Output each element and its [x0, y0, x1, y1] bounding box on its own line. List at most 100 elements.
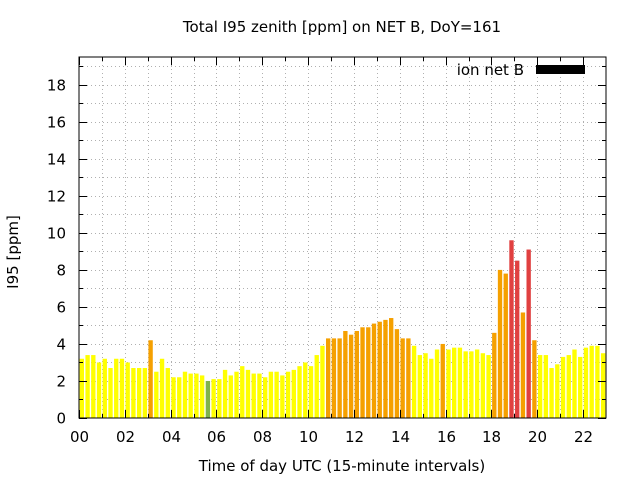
bar: [503, 273, 508, 418]
bar: [474, 349, 480, 418]
y-tick-label: 8: [56, 262, 66, 280]
bar: [119, 358, 125, 418]
bar: [228, 375, 233, 418]
bar: [131, 368, 136, 418]
bar: [257, 373, 262, 418]
bar: [578, 356, 583, 418]
legend: ion net B: [457, 61, 585, 79]
chart-title: Total I95 zenith [ppm] on NET B, DoY=161: [182, 18, 501, 36]
bar: [159, 358, 165, 418]
bar: [549, 368, 554, 418]
bar: [383, 319, 388, 418]
bar: [245, 369, 251, 418]
bar: [337, 338, 342, 418]
bar: [171, 377, 176, 418]
bar: [595, 345, 600, 418]
bar: [389, 318, 394, 418]
bar: [280, 375, 285, 418]
bars-group: [79, 240, 606, 418]
bar: [377, 321, 382, 418]
bar: [291, 369, 296, 418]
bar: [532, 340, 537, 418]
bar: [199, 375, 205, 418]
bar: [85, 355, 90, 418]
x-tick-label: 02: [116, 428, 135, 446]
legend-label: ion net B: [457, 61, 524, 79]
bar: [165, 368, 170, 418]
bar: [154, 371, 159, 418]
bar: [515, 260, 520, 418]
bar: [492, 332, 497, 418]
bar: [520, 312, 526, 418]
bar: [194, 373, 199, 418]
bar: [79, 358, 85, 418]
bar: [572, 349, 577, 418]
bar: [326, 338, 331, 418]
plot-frame: [78, 56, 607, 419]
y-tick-label: 18: [47, 77, 66, 95]
x-tick-label: 14: [391, 428, 410, 446]
bar: [400, 338, 405, 418]
bar: [343, 330, 348, 418]
bar: [537, 355, 543, 418]
bar: [314, 355, 319, 418]
bar: [177, 377, 182, 418]
bar: [297, 366, 302, 418]
bar: [274, 371, 279, 418]
bar: [469, 351, 474, 418]
bar: [182, 371, 188, 418]
bar: [589, 345, 594, 418]
x-tick-label: 06: [207, 428, 226, 446]
bar: [211, 379, 216, 418]
y-axis-label: I95 [ppm]: [4, 215, 22, 289]
bar: [406, 338, 411, 418]
y-tick-label: 2: [56, 373, 66, 391]
bar: [125, 362, 130, 418]
bar: [543, 355, 549, 418]
y-tick-label: 4: [56, 336, 66, 354]
bar: [308, 366, 314, 418]
x-axis-label: Time of day UTC (15-minute intervals): [198, 457, 485, 475]
bar: [222, 369, 228, 418]
bar: [463, 351, 468, 418]
bar: [268, 371, 274, 418]
bar: [555, 364, 560, 418]
bar: [452, 347, 457, 418]
bar: [434, 349, 440, 418]
bar: [303, 362, 308, 418]
bar: [331, 338, 337, 418]
x-tick-label: 08: [253, 428, 272, 446]
bar: [136, 368, 142, 418]
bar: [446, 349, 451, 418]
bar: [457, 347, 463, 418]
bar: [417, 355, 422, 418]
bar: [217, 379, 222, 418]
bar: [114, 358, 119, 418]
bar: [394, 329, 400, 418]
bar: [205, 380, 211, 418]
bar: [423, 353, 428, 418]
y-tick-label: 14: [47, 151, 66, 169]
bar: [526, 249, 531, 418]
bar: [234, 371, 239, 418]
y-tick-label: 10: [47, 225, 66, 243]
bar: [411, 345, 417, 418]
bar: [348, 334, 354, 418]
bar: [354, 330, 359, 418]
bar: [497, 269, 503, 418]
bar: [509, 240, 514, 418]
bar: [583, 347, 589, 418]
bar: [285, 371, 291, 418]
bar: [486, 355, 491, 418]
y-tick-label: 16: [47, 114, 66, 132]
bar: [480, 353, 486, 418]
bar: [566, 355, 571, 418]
bar: [366, 327, 371, 418]
bar: [560, 356, 566, 418]
bar: [600, 353, 606, 418]
bar: [148, 340, 153, 418]
x-tick-label: 12: [345, 428, 364, 446]
bar: [262, 377, 268, 418]
x-tick-label: 04: [162, 428, 181, 446]
